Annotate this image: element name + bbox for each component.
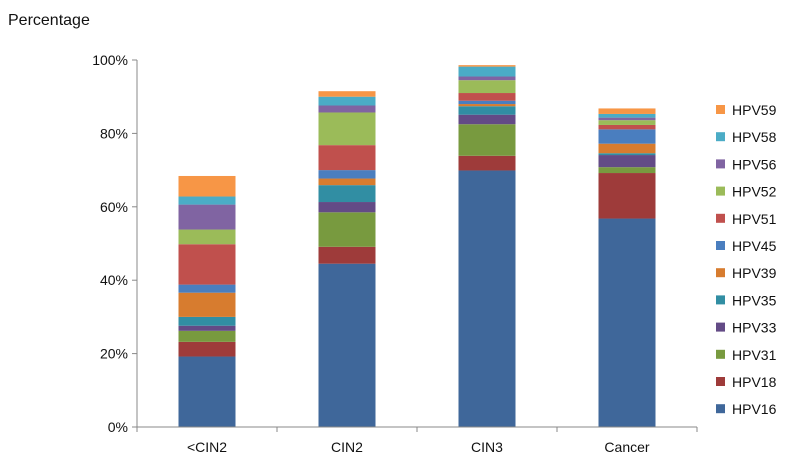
- bar-segment-hpv56: [178, 204, 236, 230]
- bar-segment-hpv58: [178, 196, 236, 205]
- bar-segment-hpv31: [318, 212, 376, 247]
- bar-segment-hpv39: [178, 292, 236, 317]
- legend-label-hpv52: HPV52: [732, 184, 777, 200]
- bar-segment-hpv39: [598, 143, 656, 154]
- legend-label-hpv33: HPV33: [732, 320, 777, 336]
- bar-segment-hpv56: [458, 76, 516, 81]
- legend-swatch-hpv45: [716, 241, 725, 250]
- bar-segment-hpv52: [598, 120, 656, 125]
- x-tick-label: CIN2: [331, 439, 363, 455]
- bar-segment-hpv59: [178, 175, 236, 197]
- bar-segment-hpv51: [178, 244, 236, 285]
- legend-swatch-hpv33: [716, 322, 725, 332]
- y-tick-label: 40%: [100, 272, 128, 288]
- y-tick-label: 60%: [100, 199, 128, 215]
- legend-label-hpv59: HPV59: [732, 102, 777, 118]
- y-tick-label: 20%: [100, 346, 128, 362]
- legend-label-hpv16: HPV16: [732, 401, 777, 417]
- bar-segment-hpv56: [318, 105, 376, 113]
- bar-segment-hpv45: [458, 100, 516, 105]
- bar-segment-hpv33: [598, 155, 656, 168]
- legend-label-hpv39: HPV39: [732, 265, 777, 281]
- legend-swatch-hpv58: [716, 132, 725, 142]
- bar-segment-hpv51: [318, 145, 376, 171]
- bar-segment-hpv16: [598, 218, 656, 427]
- legend: HPV59 HPV58 HPV56 HPV52 HPV51 HPV45 HPV39 HPV35…: [716, 102, 777, 417]
- y-tick-label: 0%: [108, 419, 128, 435]
- bar-segment-hpv18: [178, 341, 236, 357]
- bar-segment-hpv45: [318, 170, 376, 179]
- bar-segment-hpv18: [458, 155, 516, 171]
- bar-segment-hpv52: [318, 112, 376, 146]
- legend-swatch-hpv52: [716, 186, 725, 196]
- legend-label-hpv31: HPV31: [732, 347, 777, 363]
- legend-swatch-hpv18: [716, 377, 725, 386]
- legend-label-hpv56: HPV56: [732, 156, 777, 172]
- bar-segment-hpv52: [178, 229, 236, 245]
- legend-label-hpv18: HPV18: [732, 374, 777, 390]
- bar-segment-hpv18: [598, 173, 656, 219]
- bar-segment-hpv35: [178, 316, 236, 326]
- bar-segment-hpv18: [318, 246, 376, 264]
- legend-swatch-hpv35: [716, 295, 725, 305]
- legend-swatch-hpv51: [716, 213, 725, 223]
- legend-label-hpv45: HPV45: [732, 238, 777, 254]
- bar-segment-hpv45: [598, 129, 656, 144]
- legend-swatch-hpv39: [716, 268, 725, 278]
- bar-segment-hpv59: [598, 108, 656, 114]
- bar-segment-hpv59: [458, 65, 516, 67]
- bar-segment-hpv16: [178, 356, 236, 427]
- x-tick-label: CIN3: [471, 439, 503, 455]
- legend-label-hpv58: HPV58: [732, 129, 777, 145]
- bar-segment-hpv33: [178, 325, 236, 331]
- bar-segment-hpv51: [598, 124, 656, 130]
- bar-segment-hpv51: [458, 93, 516, 101]
- legend-swatch-hpv59: [716, 105, 725, 114]
- x-axis: <CIN2 CIN2 CIN3 Cancer: [136, 426, 698, 455]
- bar-segment-hpv33: [318, 202, 376, 213]
- bar-segment-hpv39: [458, 104, 516, 107]
- y-tick-label: 80%: [100, 125, 128, 141]
- bar-segment-hpv58: [458, 66, 516, 77]
- bar-segment-hpv16: [318, 263, 376, 427]
- y-tick-label: 100%: [92, 52, 128, 68]
- bar-segment-hpv58: [598, 113, 656, 118]
- bar-segment-hpv59: [318, 91, 376, 97]
- bar-segment-hpv31: [598, 167, 656, 174]
- bar-segment-hpv56: [598, 117, 656, 121]
- bar-segment-hpv35: [318, 185, 376, 203]
- bar-segment-hpv52: [458, 80, 516, 94]
- legend-label-hpv51: HPV51: [732, 211, 777, 227]
- bar-segment-hpv35: [598, 153, 656, 156]
- legend-swatch-hpv56: [716, 159, 725, 169]
- bar-segment-hpv39: [318, 178, 376, 186]
- bar-segment-hpv31: [178, 330, 236, 342]
- y-axis-title: Percentage: [8, 12, 90, 29]
- bar-segment-hpv35: [458, 106, 516, 115]
- y-axis: 0% 20% 40% 60% 80% 100%: [92, 52, 138, 435]
- bar-segment-hpv33: [458, 114, 516, 125]
- bar-segment-hpv45: [178, 284, 236, 293]
- bars: [178, 65, 656, 428]
- bar-segment-hpv16: [458, 170, 516, 428]
- legend-swatch-hpv16: [716, 404, 725, 414]
- bar-segment-hpv31: [458, 124, 516, 156]
- x-tick-label: <CIN2: [187, 439, 227, 455]
- legend-label-hpv35: HPV35: [732, 292, 777, 308]
- x-tick-label: Cancer: [604, 439, 649, 455]
- bar-segment-hpv58: [318, 96, 376, 106]
- legend-swatch-hpv31: [716, 349, 725, 359]
